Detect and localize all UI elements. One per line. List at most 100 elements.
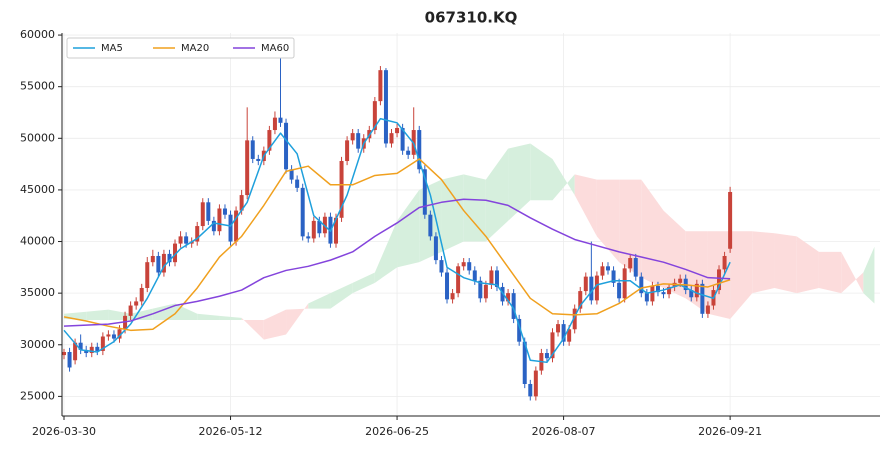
cloud-segment — [596, 179, 620, 263]
candle-body — [450, 293, 455, 300]
cloud-segment — [397, 189, 420, 268]
candle-body — [184, 236, 189, 244]
cloud-segment — [485, 148, 509, 242]
candle-body — [156, 255, 161, 273]
candle-body — [167, 253, 172, 263]
cloud-segment — [219, 315, 242, 320]
candle-body — [383, 70, 388, 144]
candle-body — [356, 133, 361, 149]
chart-title: 067310.KQ — [425, 9, 518, 27]
candle-body — [506, 293, 511, 302]
candle-body — [578, 291, 583, 309]
cloud-segment — [352, 272, 375, 294]
candle-body — [678, 278, 683, 283]
candle-body — [550, 332, 555, 359]
cloud-segment — [730, 231, 753, 319]
cloud-segment — [863, 246, 875, 304]
candle-body — [417, 130, 422, 170]
cloud-segment — [552, 158, 575, 201]
candle-body — [700, 283, 705, 314]
y-tick-label: 60000 — [20, 28, 55, 41]
candle-body — [428, 214, 433, 237]
cloud-segment — [463, 174, 486, 242]
candle-body — [106, 334, 111, 337]
candle-body — [211, 220, 216, 232]
candle-body — [594, 275, 599, 301]
candle-body — [295, 179, 300, 188]
y-tick-label: 45000 — [20, 183, 55, 196]
cloud-segment — [841, 251, 864, 294]
candle-body — [544, 353, 549, 359]
x-tick-label: 2026-06-25 — [365, 425, 429, 438]
candle-body — [134, 301, 139, 306]
candle-body — [256, 158, 261, 162]
cloud-segment — [530, 143, 553, 201]
candle-body — [245, 140, 250, 196]
candle-body — [667, 286, 672, 295]
candle-body — [61, 351, 66, 356]
candle-body — [345, 140, 350, 162]
cloud-segment — [152, 303, 176, 320]
candle-body — [572, 308, 577, 330]
cloud-segment — [818, 251, 842, 294]
candle-body — [561, 324, 566, 342]
y-tick-label: 40000 — [20, 235, 55, 248]
cloud-segment — [508, 143, 531, 221]
legend-label: MA60 — [261, 43, 289, 54]
candle-body — [567, 329, 572, 342]
cloud-segment — [263, 309, 287, 340]
candle-body — [511, 293, 516, 319]
candle-body — [522, 341, 527, 384]
candle-body — [228, 214, 233, 242]
candle-body — [322, 216, 327, 234]
candle-body — [617, 282, 622, 299]
candle-body — [517, 318, 522, 342]
candle-body — [250, 140, 255, 159]
x-tick-label: 2026-03-30 — [32, 425, 96, 438]
candle-body — [123, 315, 128, 330]
candle-body — [200, 202, 205, 227]
candle-body — [722, 255, 727, 270]
cloud-segment — [441, 174, 464, 252]
candle-body — [389, 133, 394, 144]
x-tick-label: 2026-08-07 — [532, 425, 596, 438]
candle-body — [633, 258, 638, 277]
candle-body — [300, 187, 305, 237]
candle-body — [639, 276, 644, 294]
y-tick-label: 30000 — [20, 338, 55, 351]
ma-line — [63, 198, 731, 327]
candle-body — [556, 324, 561, 333]
candle-body — [644, 293, 649, 302]
cloud-segment — [774, 233, 797, 294]
candle-body — [422, 169, 427, 215]
candle-body — [117, 329, 122, 339]
candle-body — [234, 210, 239, 242]
cloud-segment — [130, 308, 153, 320]
candle-body — [128, 305, 133, 316]
candle-body — [267, 130, 272, 151]
candle-body — [311, 220, 316, 239]
candle-body — [622, 268, 627, 299]
candle-body — [73, 342, 78, 361]
candle-body — [494, 270, 499, 287]
candle-body — [655, 285, 660, 293]
legend-label: MA5 — [101, 43, 123, 54]
candle-body — [406, 150, 411, 155]
candle-body — [350, 133, 355, 141]
candle-body — [378, 70, 383, 102]
candle-body — [439, 260, 444, 273]
candle-body — [95, 346, 100, 351]
cloud-segment — [374, 220, 398, 283]
candle-body — [139, 287, 144, 302]
cloud-segment — [86, 309, 109, 320]
candle-body — [445, 272, 450, 300]
candle-body — [239, 195, 244, 211]
candle-body — [111, 334, 116, 339]
candle-body — [150, 255, 155, 263]
y-tick-label: 55000 — [20, 80, 55, 93]
cloud-segment — [308, 293, 331, 309]
cloud-segment — [286, 303, 309, 335]
candle-body — [589, 276, 594, 301]
candle-body — [650, 285, 655, 302]
